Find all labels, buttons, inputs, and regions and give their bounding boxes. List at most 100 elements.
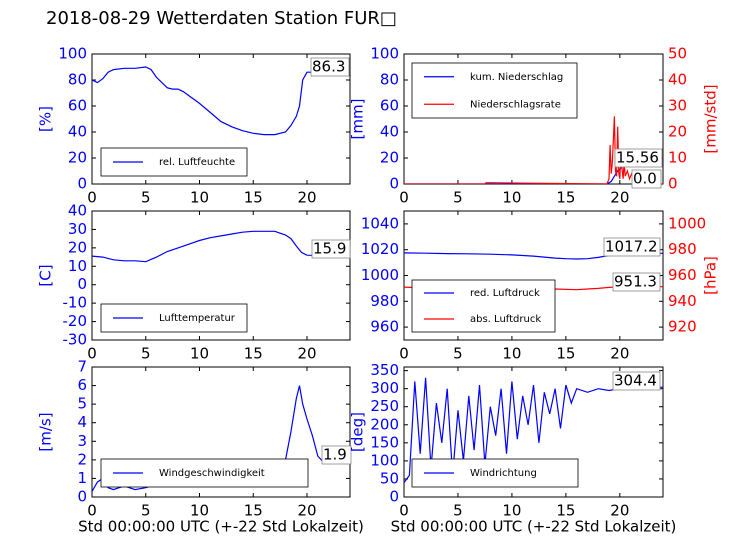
value-annotation-box xyxy=(631,169,662,189)
series-line-lufttemperatur xyxy=(92,230,350,263)
y-tick-label: 40 xyxy=(68,202,87,220)
y-tick-label: 20 xyxy=(68,149,87,167)
y-tick-label: 0 xyxy=(77,175,87,193)
x-tick-label: 15 xyxy=(244,189,263,207)
value-annotation: 1017.2 xyxy=(605,238,658,256)
y-tick-label: 0 xyxy=(389,175,399,193)
y-tick-label: 4 xyxy=(77,413,87,431)
y-tick-label: 6 xyxy=(77,376,87,394)
y-tick-label-right: 10 xyxy=(668,149,687,167)
y-tick-label: 1 xyxy=(77,469,87,487)
chart-panel-humidity: 0 5 10 15 20 0 20 40 60 80 100 [%] rel. Luftfeuchte 8… xyxy=(37,45,351,207)
value-annotation: 15.9 xyxy=(313,240,346,258)
series-line-niederschlagsrate xyxy=(404,116,663,184)
y-tick-label: 100 xyxy=(370,451,399,469)
x-tick-label: 15 xyxy=(556,345,575,363)
x-tick-label: 5 xyxy=(453,189,463,207)
x-axis-label: Std 00:00:00 UTC (+-22 Std Lokalzeit) xyxy=(78,518,364,536)
y-tick-label: 30 xyxy=(68,220,87,238)
legend-label: rel. Luftfeuchte xyxy=(159,157,235,168)
x-tick-label: 10 xyxy=(190,189,209,207)
value-annotation: 1.9 xyxy=(323,446,347,464)
y-tick-label: 960 xyxy=(370,318,399,336)
y-tick-label: 0 xyxy=(77,488,87,506)
y-tick-label: 20 xyxy=(68,238,87,256)
x-tick-label: 15 xyxy=(556,189,575,207)
y-tick-label: 0 xyxy=(77,275,87,293)
y-tick-label: 40 xyxy=(68,123,87,141)
y-tick-label: 60 xyxy=(68,97,87,115)
y-tick-label: 5 xyxy=(77,395,87,413)
y-tick-label: 2 xyxy=(77,450,87,468)
y-tick-label-right: 980 xyxy=(668,240,697,258)
legend-box xyxy=(411,62,578,119)
legend-label: kum. Niederschlag xyxy=(470,72,563,83)
x-tick-label: 15 xyxy=(244,345,263,363)
y-axis-label-right: [hPa] xyxy=(702,256,720,295)
y-tick-label-right: 0 xyxy=(668,175,678,193)
value-annotation-box xyxy=(614,148,663,168)
y-tick-label: 0 xyxy=(389,488,399,506)
y-tick-label: 980 xyxy=(370,292,399,310)
x-tick-label: 20 xyxy=(297,345,316,363)
x-tick-label: 20 xyxy=(297,502,316,520)
chart-panel-temperature: 0 5 10 15 20-30-20-10010203040[C]Lufttempera… xyxy=(37,202,351,363)
legend-label: Niederschlagsrate xyxy=(470,99,561,110)
y-tick-label: 40 xyxy=(380,123,399,141)
y-tick-label-right: 40 xyxy=(668,71,687,89)
y-tick-label: 50 xyxy=(380,469,399,487)
y-tick-label-right: 920 xyxy=(668,318,697,336)
x-tick-label: 5 xyxy=(141,345,151,363)
y-tick-label: 1040 xyxy=(361,214,399,232)
y-axis-label-right: [mm/std] xyxy=(702,84,720,153)
value-annotation-box xyxy=(321,445,352,465)
x-tick-label: 5 xyxy=(453,345,463,363)
x-tick-label: 0 xyxy=(87,345,97,363)
y-tick-label: 80 xyxy=(68,71,87,89)
y-tick-label: -10 xyxy=(63,294,88,312)
value-annotation: 951.3 xyxy=(614,273,657,291)
y-tick-label-right: 30 xyxy=(668,97,687,115)
y-tick-label: 250 xyxy=(370,397,399,415)
y-axis-label: [C] xyxy=(37,264,55,286)
x-tick-label: 0 xyxy=(399,189,409,207)
x-tick-label: 20 xyxy=(610,345,629,363)
x-tick-label: 10 xyxy=(190,345,209,363)
series-line-rel-luftfeuchte xyxy=(92,66,350,136)
value-annotation: 86.3 xyxy=(312,58,345,76)
y-tick-label: 80 xyxy=(380,71,399,89)
x-tick-label: 15 xyxy=(244,502,263,520)
y-tick-label: 7 xyxy=(77,358,87,376)
x-tick-label: 20 xyxy=(297,189,316,207)
x-tick-label: 10 xyxy=(502,189,521,207)
legend-box xyxy=(100,458,309,488)
legend-label: red. Luftdruck xyxy=(470,288,540,299)
value-annotation: 304.4 xyxy=(614,372,657,390)
y-tick-label: 1020 xyxy=(361,240,399,258)
y-axis-label: [%] xyxy=(37,106,55,132)
x-tick-label: 0 xyxy=(399,345,409,363)
chart-panel-pressure: 0 5 10 15 20 960 980 1000 1020 1040 920 940 960 980 10… xyxy=(361,210,720,363)
legend-label: Lufttemperatur xyxy=(159,313,236,324)
value-annotation-box xyxy=(311,239,351,259)
y-tick-label: 20 xyxy=(380,149,399,167)
y-tick-label: 200 xyxy=(370,415,399,433)
x-tick-label: 5 xyxy=(453,502,463,520)
x-tick-label: 20 xyxy=(610,502,629,520)
x-tick-label: 0 xyxy=(399,502,409,520)
legend-box xyxy=(411,279,556,333)
y-tick-label: -30 xyxy=(63,331,88,349)
legend-label: abs. Luftdruck xyxy=(470,314,541,325)
x-tick-label: 10 xyxy=(502,502,521,520)
y-tick-label: 100 xyxy=(58,45,87,63)
value-annotation-box xyxy=(612,371,661,391)
y-tick-label: 3 xyxy=(77,432,87,450)
x-tick-label: 5 xyxy=(141,189,151,207)
x-tick-label: 10 xyxy=(190,502,209,520)
y-tick-label: 150 xyxy=(370,433,399,451)
value-annotation: 15.56 xyxy=(616,149,659,167)
x-axis-label: Std 00:00:00 UTC (+-22 Std Lokalzeit) xyxy=(391,518,677,536)
y-tick-label: 1000 xyxy=(361,266,399,284)
